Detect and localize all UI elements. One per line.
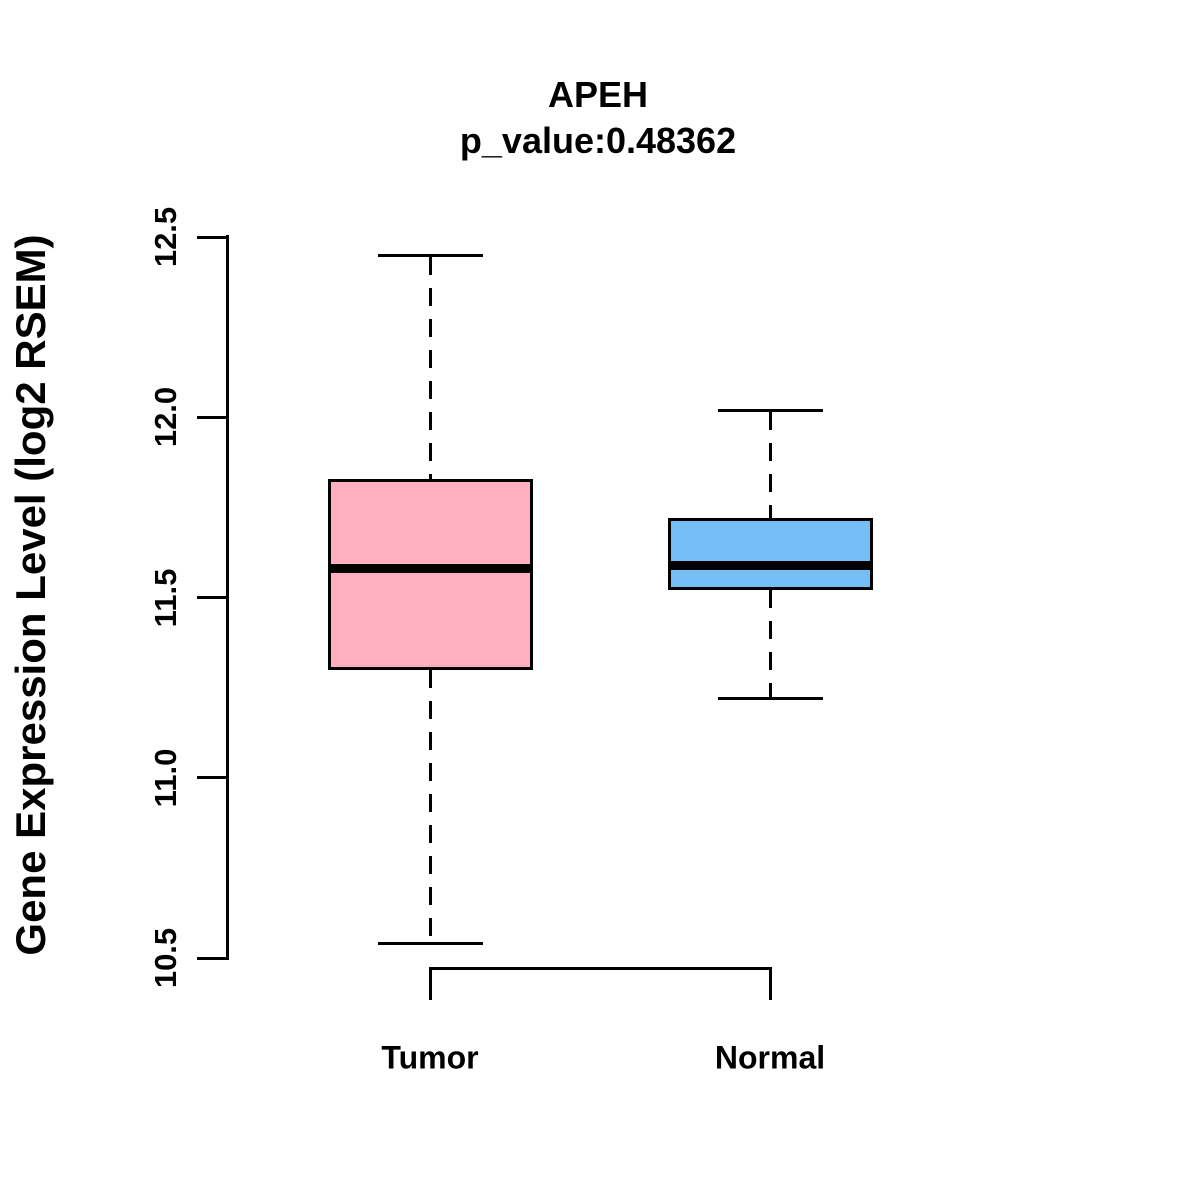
y-tick-label: 11.0 [148,748,183,808]
x-bracket-line [428,966,772,970]
whisker-cap-upper-tumor [377,253,483,257]
median-line-normal [667,560,873,570]
whisker-cap-upper-normal [717,408,823,412]
x-bracket-tick-tumor [428,968,432,1000]
y-tick [197,956,226,960]
y-tick [197,415,226,419]
y-tick [197,596,226,599]
whisker-cap-lower-normal [717,696,823,700]
y-tick [197,776,226,780]
whisker-upper-tumor [428,256,432,479]
y-tick-label: 11.5 [148,568,183,627]
box-normal [667,518,873,591]
y-tick-label: 12.0 [148,387,183,448]
chart-title: APEH [547,74,649,115]
whisker-lower-normal [768,590,772,697]
x-category-label-normal: Normal [714,1039,826,1076]
x-category-label-tumor: Tumor [381,1039,479,1076]
x-bracket-tick-normal [768,968,772,1000]
y-tick-label: 12.5 [148,206,183,268]
y-tick-label: 10.5 [148,927,183,989]
chart-subtitle-pvalue: p_value:0.48362 [459,120,737,161]
whisker-cap-lower-tumor [377,942,483,946]
y-tick [197,235,226,239]
box-tumor [327,478,533,670]
median-line-tumor [327,564,533,574]
whisker-upper-normal [768,411,772,519]
whisker-lower-tumor [428,669,432,943]
y-axis-line [226,235,229,960]
y-axis-label: Gene Expression Level (log2 RSEM) [7,234,54,956]
